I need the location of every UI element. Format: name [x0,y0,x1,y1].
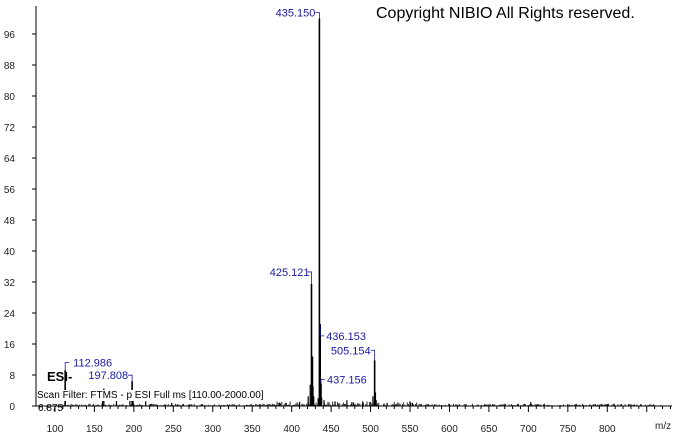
scan-filter-text: Scan Filter: FTMS - p ESI Full ms [110.0… [37,390,264,401]
x-tick-label: 500 [362,424,379,434]
y-tick-label: 96 [4,30,16,41]
peak-label-connector [315,12,320,19]
y-tick-label: 80 [4,92,16,103]
peak-label-connector [307,271,312,284]
x-tick-label: 400 [283,424,300,434]
peak-label: 112.986 [73,357,112,369]
y-tick-label: 48 [4,216,16,227]
x-tick-label: 350 [244,424,261,434]
peak-label-connector [64,361,70,371]
x-tick-label: 100 [47,424,64,434]
ion-mode-label: ESI- [47,369,73,384]
x-tick-label: 300 [204,424,221,434]
y-tick-label: 32 [4,278,16,289]
y-tick-label: 0 [9,402,15,413]
x-tick-label: 700 [520,424,537,434]
y-tick-label: 72 [4,123,16,134]
y-tick-label: 40 [4,247,16,258]
peak-label: 425.121 [270,267,310,279]
y-tick-label: 64 [4,154,16,165]
y-tick-label: 56 [4,185,16,196]
peak-label: 437.156 [327,375,367,387]
peak-label: 505.154 [331,345,371,357]
x-axis-unit: m/z [655,421,672,432]
peak-label: 197.808 [88,370,128,382]
x-tick-label: 550 [402,424,419,434]
x-tick-label: 750 [559,424,576,434]
x-tick-label: 200 [126,424,143,434]
baseline-noise [62,401,663,406]
x-tick-label: 250 [165,424,182,434]
peak-label-connector [320,379,325,384]
copyright-notice: Copyright NIBIO All Rights reserved. [376,5,635,22]
y-tick-label: 88 [4,61,16,72]
x-tick-label: 600 [441,424,458,434]
peak-label-connector [319,323,325,337]
peak-label: 436.153 [326,331,366,343]
normalization-level: 6.875 [38,403,64,414]
peak-label: 435.150 [276,8,316,20]
x-tick-label: 450 [323,424,340,434]
y-tick-label: 8 [9,371,15,382]
x-tick-label: 650 [481,424,498,434]
y-tick-label: 24 [4,309,16,320]
peak-label-connector [370,349,376,361]
y-tick-label: 16 [4,340,16,351]
axes: 0 8 16 24 32 40 48 56 64 72 80 88 96 100 150 200 250 300 3… [4,6,672,434]
x-tick-label: 150 [86,424,103,434]
x-tick-label: 800 [599,424,616,434]
peak-label-connector [128,374,133,382]
